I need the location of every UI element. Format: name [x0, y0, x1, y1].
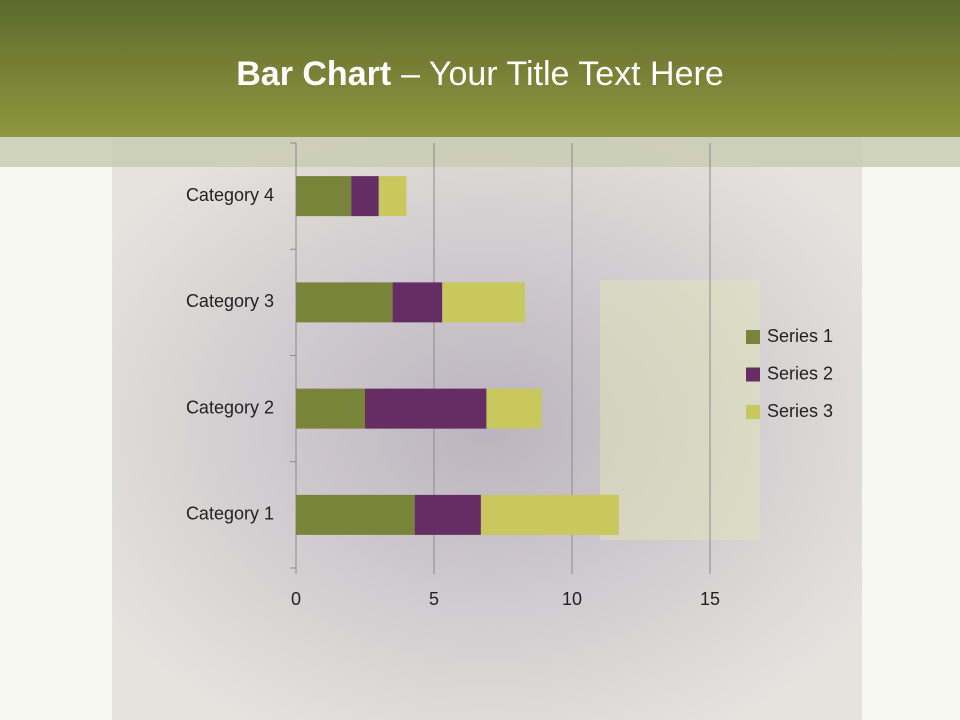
- bar-segment: [296, 176, 352, 217]
- x-tick-label: 15: [700, 589, 720, 609]
- legend-label: Series 1: [767, 326, 833, 346]
- bar-segment: [296, 494, 415, 535]
- y-tick-label: Category 3: [186, 291, 274, 311]
- legend-label: Series 3: [767, 401, 833, 421]
- bar-segment: [296, 282, 393, 323]
- legend-swatch: [746, 330, 760, 344]
- y-tick-label: Category 4: [186, 185, 274, 205]
- slide-title: Bar Chart – Your Title Text Here: [236, 55, 724, 93]
- bar-segment: [392, 282, 443, 323]
- x-tick-label: 0: [291, 589, 301, 609]
- chart: 0 5 10 15 Category 1 Category 2 Category 3 Cate…: [186, 142, 833, 609]
- bar-segment: [442, 282, 526, 323]
- bar-segment: [414, 494, 481, 535]
- legend-label: Series 2: [767, 363, 833, 383]
- header-band: [0, 0, 960, 137]
- legend-swatch: [746, 405, 760, 419]
- bar-segment: [480, 494, 619, 535]
- title-rest: – Your Title Text Here: [401, 55, 724, 93]
- bar-segment: [378, 176, 407, 217]
- x-tick-label: 5: [429, 589, 439, 609]
- bar-segment: [351, 176, 379, 217]
- y-tick-label: Category 2: [186, 397, 274, 417]
- legend-swatch: [746, 367, 760, 382]
- header-strip: [0, 137, 960, 167]
- y-tick-label: Category 1: [186, 504, 274, 524]
- bar-segment: [296, 388, 365, 429]
- green-grapes: [600, 280, 760, 540]
- bar-segment: [365, 388, 487, 429]
- bar-segment: [486, 388, 542, 429]
- title-bold: Bar Chart: [236, 55, 391, 93]
- x-tick-label: 10: [562, 589, 582, 609]
